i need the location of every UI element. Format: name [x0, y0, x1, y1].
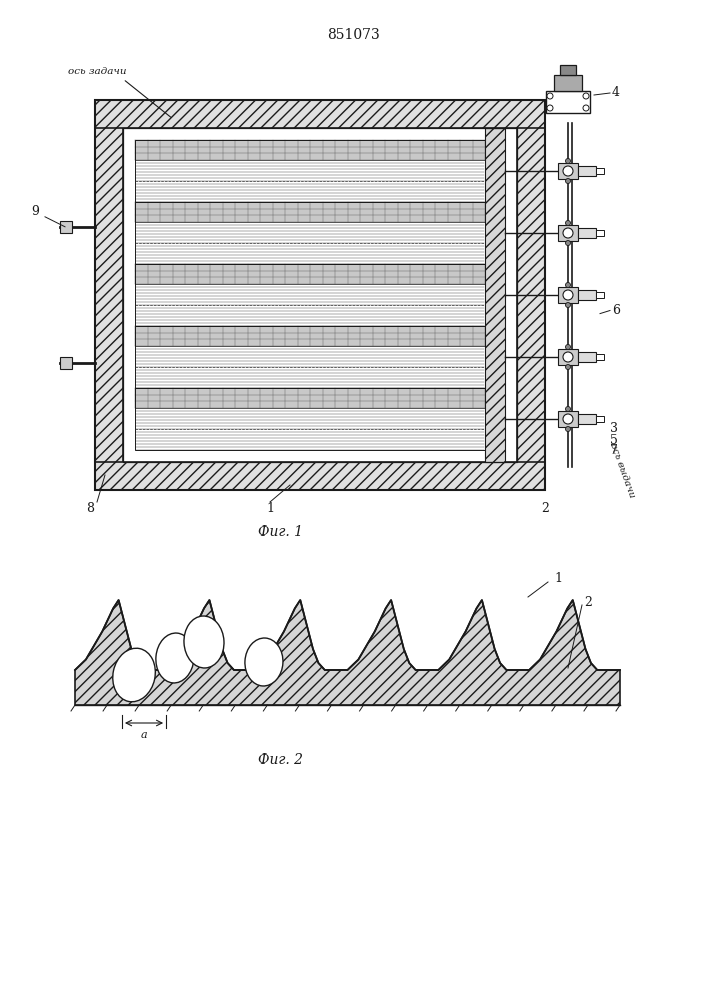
Bar — [558, 163, 578, 179]
Circle shape — [566, 406, 571, 412]
Bar — [578, 166, 596, 176]
Bar — [578, 290, 596, 300]
Bar — [135, 326, 485, 388]
Bar — [596, 416, 604, 422]
Bar — [485, 128, 505, 462]
Text: ось выдачи: ось выдачи — [608, 441, 636, 499]
Text: Фиг. 1: Фиг. 1 — [257, 525, 303, 539]
Text: a: a — [141, 730, 147, 740]
Circle shape — [566, 344, 571, 350]
Bar — [546, 91, 590, 113]
Bar — [135, 264, 485, 284]
Circle shape — [563, 290, 573, 300]
Circle shape — [583, 93, 589, 99]
Bar — [135, 388, 485, 450]
Bar — [60, 221, 72, 233]
Text: 7: 7 — [610, 444, 618, 456]
Text: 5: 5 — [610, 434, 618, 446]
Text: 2: 2 — [584, 595, 592, 608]
Bar — [95, 100, 545, 128]
Bar — [558, 225, 578, 241]
Circle shape — [563, 228, 573, 238]
Bar — [578, 414, 596, 424]
Circle shape — [566, 178, 571, 184]
Circle shape — [566, 158, 571, 163]
Bar — [95, 100, 545, 490]
Text: 9: 9 — [31, 205, 39, 218]
Bar — [135, 326, 485, 346]
Bar — [135, 140, 485, 202]
Bar — [596, 168, 604, 174]
Bar — [135, 264, 485, 326]
Bar — [95, 100, 123, 490]
Text: 4: 4 — [612, 87, 620, 100]
Bar — [596, 230, 604, 236]
Bar — [560, 65, 576, 75]
Circle shape — [547, 105, 553, 111]
Bar — [60, 357, 72, 369]
Text: Фиг. 2: Фиг. 2 — [257, 753, 303, 767]
Bar — [95, 462, 545, 490]
Bar — [135, 202, 485, 264]
Bar — [554, 75, 582, 91]
Circle shape — [583, 105, 589, 111]
Bar — [558, 411, 578, 427]
Ellipse shape — [156, 633, 194, 683]
Bar — [578, 228, 596, 238]
Text: 1: 1 — [554, 572, 562, 584]
Text: 2: 2 — [541, 502, 549, 514]
Text: 3: 3 — [610, 422, 618, 434]
Bar — [596, 292, 604, 298]
Circle shape — [563, 414, 573, 424]
Circle shape — [547, 93, 553, 99]
Text: ось задачи: ось задачи — [68, 68, 127, 77]
Bar — [558, 349, 578, 365]
Polygon shape — [75, 600, 620, 705]
Text: 851073: 851073 — [327, 28, 380, 42]
Ellipse shape — [184, 616, 224, 668]
Circle shape — [563, 352, 573, 362]
Ellipse shape — [112, 648, 156, 702]
Bar — [578, 352, 596, 362]
Text: 8: 8 — [86, 502, 94, 514]
Ellipse shape — [245, 638, 283, 686]
Bar — [135, 202, 485, 222]
Bar — [123, 128, 517, 462]
Bar — [517, 100, 545, 490]
Circle shape — [566, 240, 571, 245]
Bar — [596, 354, 604, 360]
Circle shape — [566, 282, 571, 288]
Text: 6: 6 — [612, 304, 620, 317]
Bar — [558, 287, 578, 303]
Circle shape — [566, 364, 571, 369]
Text: 1: 1 — [266, 502, 274, 514]
Bar — [135, 388, 485, 408]
Bar — [135, 140, 485, 160]
Circle shape — [566, 426, 571, 432]
Circle shape — [563, 166, 573, 176]
Circle shape — [566, 221, 571, 226]
Circle shape — [566, 302, 571, 308]
